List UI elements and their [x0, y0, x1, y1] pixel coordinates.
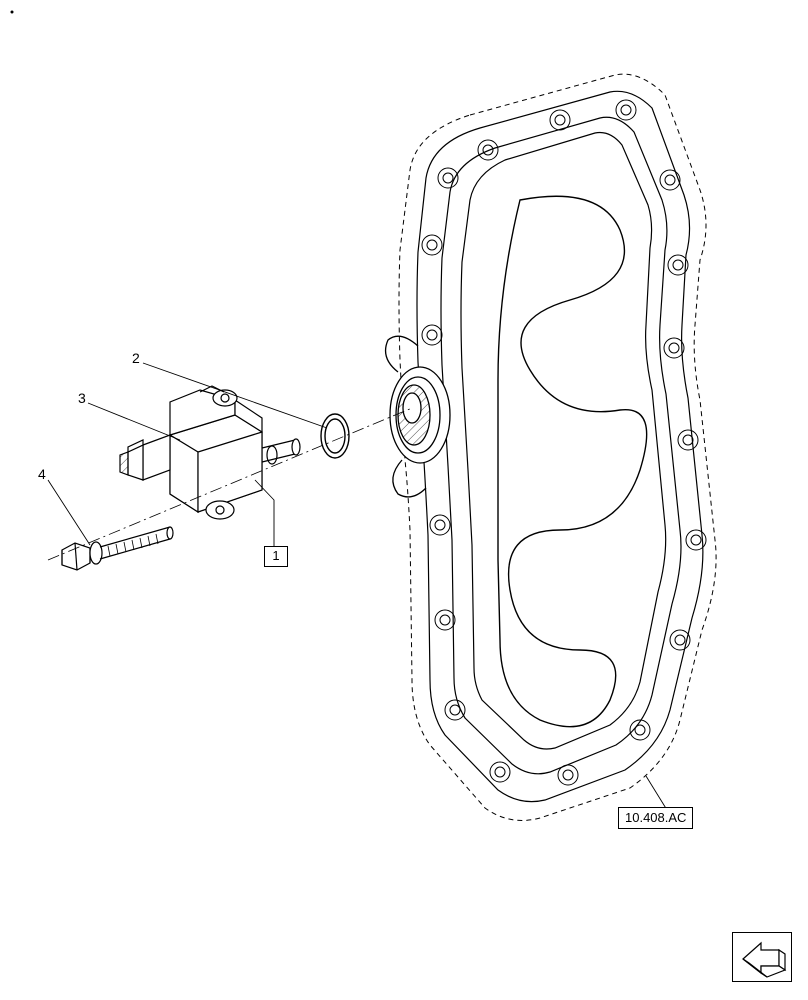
assembly-ref: 10.408.AC: [618, 807, 693, 829]
parts-diagram: [0, 0, 808, 1000]
callout-2: 2: [132, 350, 140, 366]
bolt: [62, 527, 173, 570]
item-ref-1: 1: [264, 546, 288, 567]
return-icon[interactable]: [732, 932, 792, 982]
housing-plate: [386, 74, 717, 820]
callout-3: 3: [78, 390, 86, 406]
o-ring: [321, 414, 349, 458]
callout-4: 4: [38, 466, 46, 482]
